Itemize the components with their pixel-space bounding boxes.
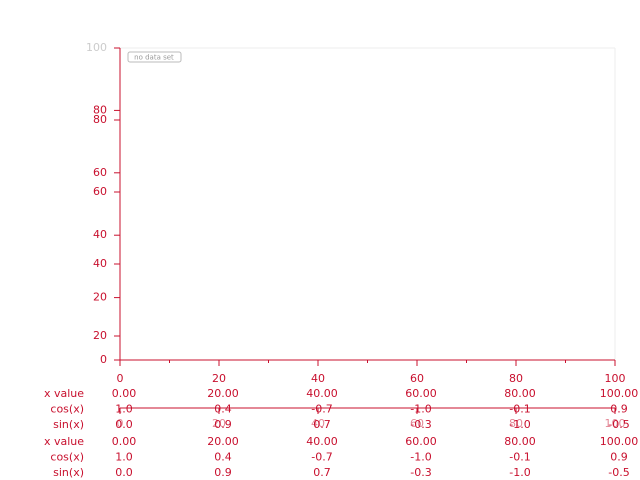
table-cell: 100.00 <box>600 435 639 448</box>
x-tick-label: 100 <box>605 372 626 385</box>
y-tick-label: 40 <box>93 228 107 241</box>
table-cell: 0.7 <box>313 466 331 479</box>
table-row-label: x value <box>44 435 84 448</box>
table-cell: -1.0 <box>410 451 431 464</box>
y-tick-label: 80 <box>93 103 107 116</box>
table-cell: -0.7 <box>311 403 332 416</box>
table-cell: 80.00 <box>504 435 536 448</box>
x-tick-label: 20 <box>212 372 226 385</box>
table-cell: -1.0 <box>509 418 530 431</box>
table-cell: 40.00 <box>306 435 338 448</box>
table-row-label: cos(x) <box>50 403 84 416</box>
table-cell: 60.00 <box>405 387 437 400</box>
table-row-label: sin(x) <box>53 466 84 479</box>
table-cell: -0.1 <box>509 451 530 464</box>
x2-tick-label: 20 <box>212 417 226 430</box>
table-cell: -0.3 <box>410 418 431 431</box>
y-tick-label: 100 <box>86 41 107 54</box>
table-cell: 0.9 <box>610 451 628 464</box>
table-cell: 20.00 <box>207 387 239 400</box>
annotation-box <box>127 51 182 63</box>
table-cell: 0.9 <box>214 418 232 431</box>
table-cell: -0.1 <box>509 403 530 416</box>
x-tick-label: 80 <box>509 372 523 385</box>
table-cell: 0.0 <box>115 466 133 479</box>
table-cell: 0.7 <box>313 418 331 431</box>
x2-tick-label: 40 <box>311 417 325 430</box>
annotation: no data set <box>134 54 174 62</box>
y2-tick-label: 80 <box>93 113 107 126</box>
table-cell: 80.00 <box>504 387 536 400</box>
table-row-label: cos(x) <box>50 451 84 464</box>
table-cell: 0.00 <box>112 435 137 448</box>
y-tick-label: 20 <box>93 291 107 304</box>
table-cell: 40.00 <box>306 387 338 400</box>
table-cell: -1.0 <box>509 466 530 479</box>
y-tick-label: 60 <box>93 166 107 179</box>
table-cell: 0.00 <box>112 387 137 400</box>
y-tick-label: 0 <box>100 353 107 366</box>
table-cell: 20.00 <box>207 435 239 448</box>
table-cell: 60.00 <box>405 435 437 448</box>
y2-tick-label: 60 <box>93 185 107 198</box>
y2-tick-label: 40 <box>93 257 107 270</box>
x2-tick-label: 0 <box>117 417 124 430</box>
table-cell: -1.0 <box>410 403 431 416</box>
table-cell: 1.0 <box>115 451 133 464</box>
table-cell: 0.0 <box>115 418 133 431</box>
y2-tick-label: 20 <box>93 329 107 342</box>
table-cell: 0.4 <box>214 403 232 416</box>
table-cell: 1.0 <box>115 403 133 416</box>
table-row-label: x value <box>44 387 84 400</box>
table-cell: -0.3 <box>410 466 431 479</box>
x2-tick-label: 100 <box>605 417 626 430</box>
table-cell: 100.00 <box>600 387 639 400</box>
table-cell: -0.5 <box>608 466 629 479</box>
table-row-label: sin(x) <box>53 418 84 431</box>
x-tick-label: 0 <box>117 372 124 385</box>
table-cell: 0.4 <box>214 451 232 464</box>
table-cell: -0.7 <box>311 451 332 464</box>
x2-tick-label: 60 <box>410 417 424 430</box>
x-tick-label: 60 <box>410 372 424 385</box>
table-cell: 0.9 <box>214 466 232 479</box>
table-cell: 0.9 <box>610 403 628 416</box>
x2-tick-label: 80 <box>509 417 523 430</box>
x-tick-label: 40 <box>311 372 325 385</box>
table-cell: -0.5 <box>608 418 629 431</box>
